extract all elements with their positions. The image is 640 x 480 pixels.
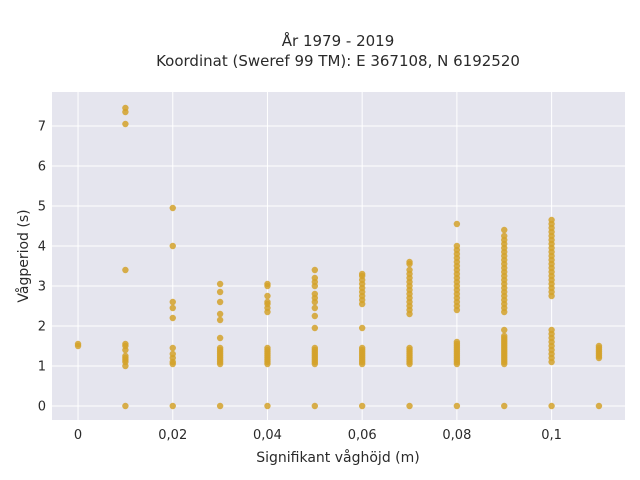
y-tick-label: 2 (38, 320, 46, 335)
data-point (311, 312, 319, 320)
y-tick-label: 7 (38, 120, 46, 135)
data-point (216, 310, 224, 318)
data-point (453, 402, 461, 410)
x-tick-label: 0,06 (348, 428, 377, 443)
data-point (358, 402, 366, 410)
data-point (169, 402, 176, 410)
data-point (169, 344, 176, 352)
plot-area (52, 92, 625, 420)
x-tick-label: 0,04 (253, 428, 282, 443)
data-point (358, 324, 366, 332)
data-point (548, 216, 555, 224)
data-point (122, 352, 129, 360)
data-point (311, 266, 319, 274)
data-point (311, 290, 319, 298)
data-point (453, 338, 461, 346)
x-tick-label: 0,1 (541, 428, 562, 443)
data-point (406, 258, 413, 266)
data-point (216, 280, 224, 288)
x-tick-label: 0,02 (158, 428, 187, 443)
data-point (264, 280, 271, 288)
data-point (311, 402, 319, 410)
data-point (501, 226, 508, 234)
data-point (311, 304, 319, 312)
data-point (358, 344, 366, 352)
data-point (169, 304, 176, 312)
data-point (358, 270, 366, 278)
x-tick-label: 0 (74, 428, 82, 443)
data-point (406, 266, 413, 274)
data-point (311, 344, 319, 352)
data-point (453, 242, 461, 250)
data-points (74, 104, 603, 410)
data-point (548, 402, 555, 410)
chart-title-line2: Koordinat (Sweref 99 TM): E 367108, N 61… (156, 52, 520, 70)
data-point (311, 324, 319, 332)
y-tick-label: 3 (38, 280, 46, 295)
data-point (122, 340, 129, 348)
data-point (169, 314, 176, 322)
x-axis-label: Signifikant våghöjd (m) (256, 449, 419, 466)
y-tick-label: 0 (38, 400, 46, 415)
y-tick-label: 6 (38, 160, 46, 175)
data-point (122, 104, 129, 112)
chart-title-line1: År 1979 - 2019 (282, 31, 395, 50)
data-point (169, 242, 176, 250)
x-tick-label: 0,08 (442, 428, 471, 443)
data-point (264, 344, 271, 352)
data-point (169, 350, 176, 358)
data-point (216, 334, 224, 342)
data-point (595, 402, 603, 410)
data-point (216, 288, 224, 296)
data-point (501, 332, 508, 340)
data-point (501, 326, 508, 334)
data-point (122, 266, 129, 274)
data-point (216, 402, 224, 410)
data-point (595, 342, 603, 350)
data-point (216, 316, 224, 324)
data-point (74, 340, 82, 348)
data-point (264, 402, 271, 410)
data-point (264, 292, 271, 300)
data-point (501, 402, 508, 410)
data-point (311, 274, 319, 282)
y-tick-label: 1 (38, 360, 46, 375)
tick-labels: 0 0,02 0,04 0,06 0,08 0,1 0 1 2 3 4 5 6 7 (38, 120, 562, 444)
y-tick-label: 4 (38, 240, 46, 255)
data-point (169, 298, 176, 306)
data-point (216, 298, 224, 306)
data-point (169, 204, 176, 212)
data-point (406, 344, 413, 352)
data-point (453, 220, 461, 228)
y-axis-label: Vågperiod (s) (15, 209, 32, 302)
data-point (501, 232, 508, 240)
data-point (548, 326, 555, 334)
data-point (122, 402, 129, 410)
data-point (406, 402, 413, 410)
y-tick-label: 5 (38, 200, 46, 215)
data-point (216, 344, 224, 352)
data-point (264, 298, 271, 306)
data-point (122, 120, 129, 128)
